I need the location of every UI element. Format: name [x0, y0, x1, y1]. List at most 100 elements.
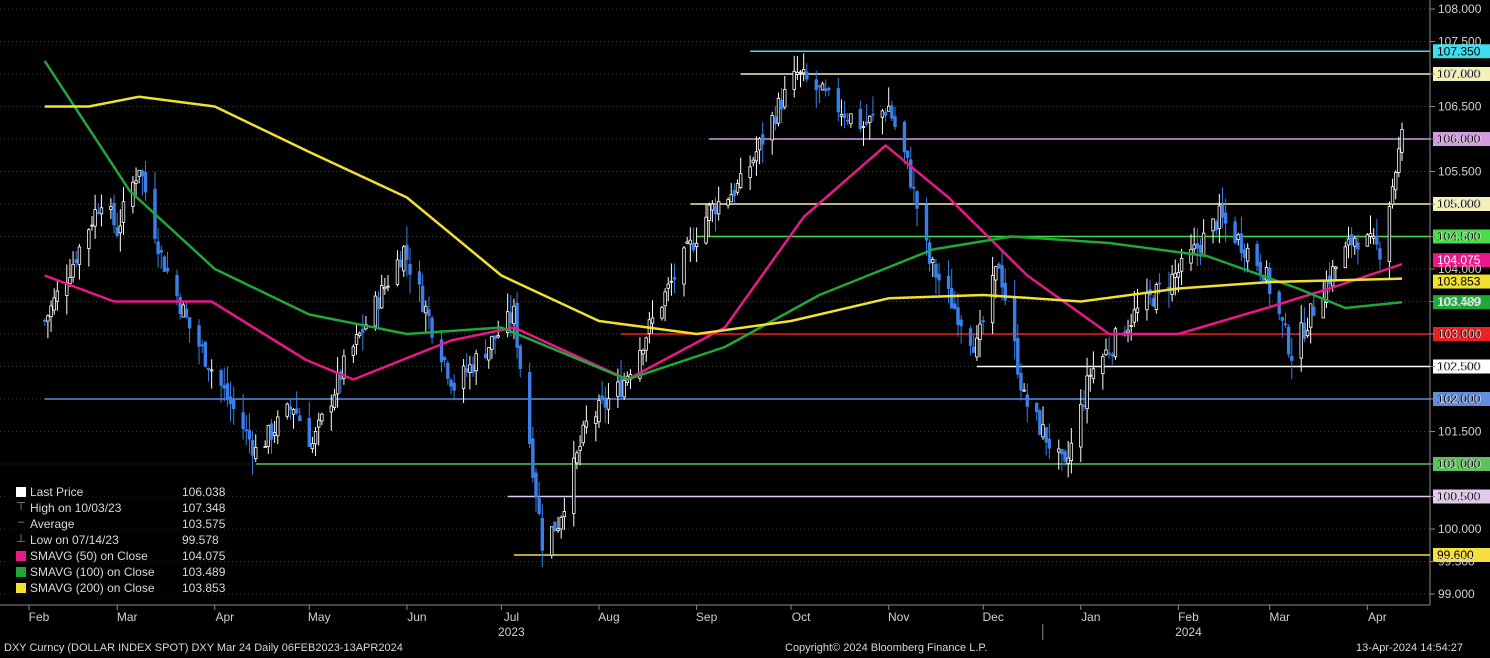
candle-body: [225, 383, 230, 400]
candle-body: [241, 412, 245, 430]
candle-body: [452, 382, 456, 391]
candle-body: [1378, 248, 1382, 260]
candle-body: [1176, 271, 1181, 278]
candle-body: [383, 286, 387, 290]
y-tick-label: 101.000: [1438, 457, 1482, 471]
candle-body: [1154, 284, 1159, 310]
candle-body: [430, 317, 434, 338]
candle-body: [644, 337, 648, 351]
candle-body: [228, 396, 233, 405]
candle-body: [244, 429, 248, 432]
candle-body: [638, 350, 642, 379]
y-tick-label: 100.000: [1438, 522, 1482, 536]
candle-body: [924, 204, 929, 241]
candle-body: [949, 287, 954, 309]
candle-body: [505, 311, 510, 334]
y-tick-label: 108.000: [1438, 2, 1482, 16]
x-tick-label: Jul: [504, 610, 519, 624]
candle-body: [735, 183, 740, 193]
candle-body: [704, 216, 708, 244]
y-tick-label: 103.500: [1438, 295, 1482, 309]
candle-body: [468, 364, 472, 374]
candle-body: [137, 169, 141, 177]
candle-body: [931, 259, 935, 263]
candle-body: [1400, 129, 1404, 153]
legend-swatch: [16, 551, 26, 561]
x-tick-label: Dec: [983, 610, 1004, 624]
candle-body: [165, 267, 170, 272]
candle-body: [1264, 267, 1269, 281]
candle-body: [1387, 206, 1392, 263]
candle-body: [1019, 372, 1023, 391]
value-tag-label: 104.075: [1437, 253, 1481, 267]
footer-timestamp: 13-Apr-2024 14:54:27: [1356, 642, 1464, 654]
candle-body: [902, 121, 907, 153]
candle-body: [1286, 326, 1291, 355]
candle-body: [578, 446, 582, 451]
y-tick-label: 105.500: [1438, 165, 1482, 179]
candle-body: [159, 249, 163, 253]
x-tick-label: Apr: [215, 610, 234, 624]
y-tick-label: 101.500: [1438, 425, 1482, 439]
candle-body: [761, 134, 765, 145]
x-tick-label: Oct: [792, 610, 811, 624]
candle-body: [1173, 272, 1177, 278]
candle-body: [556, 528, 560, 531]
candle-body: [43, 320, 47, 322]
candle-body: [1082, 405, 1086, 407]
y-tick-label: 106.000: [1438, 132, 1482, 146]
candle-body: [953, 303, 957, 309]
candle-body: [1283, 323, 1288, 326]
candle-body: [442, 357, 447, 361]
candle-body: [883, 111, 888, 116]
dxy-chart: 107.350 107.000 106.000 105.000 104.500 103.0…: [0, 0, 1490, 640]
candle-body: [1025, 394, 1029, 407]
x-tick-label: Jun: [407, 610, 426, 624]
candle-body: [1255, 243, 1259, 267]
candle-body: [660, 306, 664, 319]
candle-body: [1113, 328, 1118, 358]
candle-body: [512, 305, 516, 325]
candle-body: [405, 244, 409, 260]
legend-row: ⊤ High on 10/03/23 107.348: [6, 500, 225, 516]
candle-body: [49, 305, 53, 318]
legend-value: 103.489: [182, 565, 226, 579]
x-tick-label: May: [308, 610, 331, 624]
candle-body: [1145, 291, 1149, 311]
candle-body: [1101, 356, 1105, 374]
candle-body: [439, 339, 444, 363]
candle-body: [515, 302, 519, 348]
candle-body: [1151, 298, 1155, 307]
candle-body: [1312, 306, 1316, 316]
candle-body: [1211, 218, 1215, 232]
candle-body: [905, 150, 910, 158]
candle-body: [779, 99, 784, 110]
candle-body: [1038, 410, 1042, 435]
candle-body: [222, 384, 226, 389]
candle-body: [1170, 273, 1174, 295]
candle-body: [386, 285, 390, 288]
candle-body: [707, 204, 711, 221]
level-tag-label: 101.000: [1437, 457, 1481, 471]
candle-body: [685, 241, 689, 244]
legend-value: 106.038: [182, 485, 226, 499]
candle-body: [200, 344, 204, 347]
legend-swatch: [16, 487, 26, 497]
candle-body: [181, 304, 186, 318]
x-tick-label: Jan: [1081, 610, 1100, 624]
value-tag: [1433, 274, 1490, 289]
candle-body: [770, 115, 774, 141]
candle-body: [320, 413, 324, 422]
value-tag-label: 103.489: [1437, 295, 1481, 309]
candle-body: [417, 271, 422, 285]
candle-body: [934, 263, 938, 278]
candle-body: [871, 113, 875, 116]
candle-body: [1132, 309, 1137, 323]
candle-body: [1371, 235, 1376, 239]
candle-body: [710, 203, 715, 211]
legend-value: 107.348: [182, 501, 226, 515]
legend-label: Low on 07/14/23: [30, 533, 119, 547]
x-tick-label: Nov: [888, 610, 909, 624]
candle-body: [1198, 244, 1203, 253]
value-tag: [1433, 295, 1490, 310]
